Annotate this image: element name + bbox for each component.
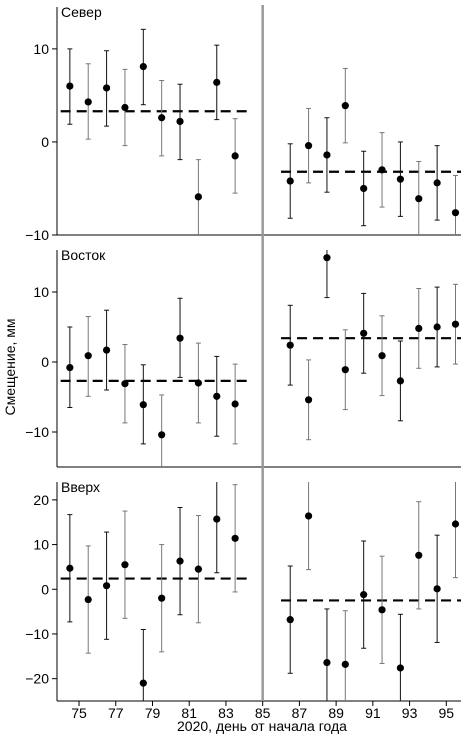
data-point [102, 582, 111, 590]
data-point [433, 179, 441, 187]
y-tick-label: −10 [25, 424, 49, 440]
panels-group: −10 0 10 Север −10 0 10 Восток −20 −10 0 10 20 Вверх [25, 4, 461, 702]
y-tick-label: −10 [25, 227, 49, 243]
x-axis-label: 2020, день от начала года [177, 718, 347, 734]
data-point [360, 329, 368, 337]
data-point [360, 591, 368, 599]
data-point [286, 341, 294, 349]
data-point [433, 585, 441, 593]
x-tick-label: 89 [328, 705, 344, 721]
data-point [341, 366, 349, 374]
panel: −10 0 10 Север [25, 4, 461, 243]
data-point [341, 102, 349, 110]
x-tick-label: 77 [108, 705, 124, 721]
y-tick-label: −10 [25, 626, 49, 642]
data-point [231, 400, 239, 408]
data-point [176, 117, 184, 126]
data-point [176, 557, 184, 565]
data-point [378, 166, 386, 174]
data-point [231, 534, 239, 542]
data-point [158, 594, 166, 602]
x-tick-label: 95 [439, 705, 455, 721]
data-point [396, 175, 404, 183]
data-point [66, 82, 74, 90]
data-point [304, 396, 313, 404]
data-point [378, 352, 386, 360]
y-tick-label: 10 [33, 41, 49, 57]
data-point [66, 364, 74, 372]
y-tick-label: 0 [41, 354, 49, 370]
data-point [84, 98, 92, 106]
data-point [323, 658, 331, 667]
data-point [121, 103, 129, 112]
data-point [84, 352, 92, 360]
data-point [451, 320, 460, 328]
data-point [194, 193, 202, 201]
data-point [213, 392, 221, 400]
data-point [433, 323, 441, 331]
x-tick-label: 93 [402, 705, 418, 721]
data-point [213, 515, 221, 523]
data-point [121, 380, 129, 388]
panel-label: Север [61, 4, 102, 20]
data-point [323, 254, 331, 262]
data-point [415, 195, 423, 203]
x-tick-label: 75 [71, 705, 87, 721]
y-axis-label: Смещение, мм [2, 318, 18, 415]
data-point [102, 84, 111, 92]
x-tick-label: 85 [255, 705, 271, 721]
data-point [378, 606, 386, 614]
data-point [102, 346, 111, 354]
y-tick-label: −20 [25, 671, 49, 687]
y-tick-label: 20 [33, 492, 49, 508]
data-point [415, 324, 423, 332]
panel-label: Вверх [61, 479, 100, 495]
data-point [231, 152, 239, 160]
data-point [396, 377, 404, 385]
data-point [286, 177, 294, 185]
data-point [176, 334, 184, 342]
data-point [341, 660, 349, 668]
data-point [139, 679, 147, 687]
data-point [139, 401, 147, 409]
x-axis: 75 77 79 81 83 85 87 89 91 93 95 [71, 701, 454, 721]
y-tick-label: 10 [33, 537, 49, 553]
x-tick-label: 91 [365, 705, 381, 721]
data-point [304, 142, 313, 150]
data-point [139, 62, 147, 71]
data-point [415, 551, 423, 559]
data-point [451, 209, 460, 217]
data-point [451, 520, 460, 528]
y-tick-label: 0 [41, 134, 49, 150]
panel: −10 0 10 Восток [25, 247, 461, 468]
data-point [158, 431, 166, 439]
data-point [286, 616, 294, 624]
y-tick-label: 10 [33, 284, 49, 300]
x-tick-label: 79 [145, 705, 161, 721]
data-point [66, 564, 74, 572]
y-tick-label: 0 [41, 581, 49, 597]
data-point [194, 565, 202, 573]
x-tick-label: 83 [218, 705, 234, 721]
data-point [158, 114, 166, 122]
data-point [84, 595, 92, 604]
data-point [121, 561, 129, 569]
data-point [304, 512, 313, 520]
panel-label: Восток [61, 247, 106, 263]
panel: −20 −10 0 10 20 Вверх [25, 479, 461, 702]
data-point [360, 184, 368, 193]
data-point [194, 379, 202, 387]
data-point [396, 664, 404, 672]
x-tick-label: 81 [181, 705, 197, 721]
data-point [213, 78, 221, 86]
x-tick-label: 87 [292, 705, 308, 721]
data-point [323, 151, 331, 159]
